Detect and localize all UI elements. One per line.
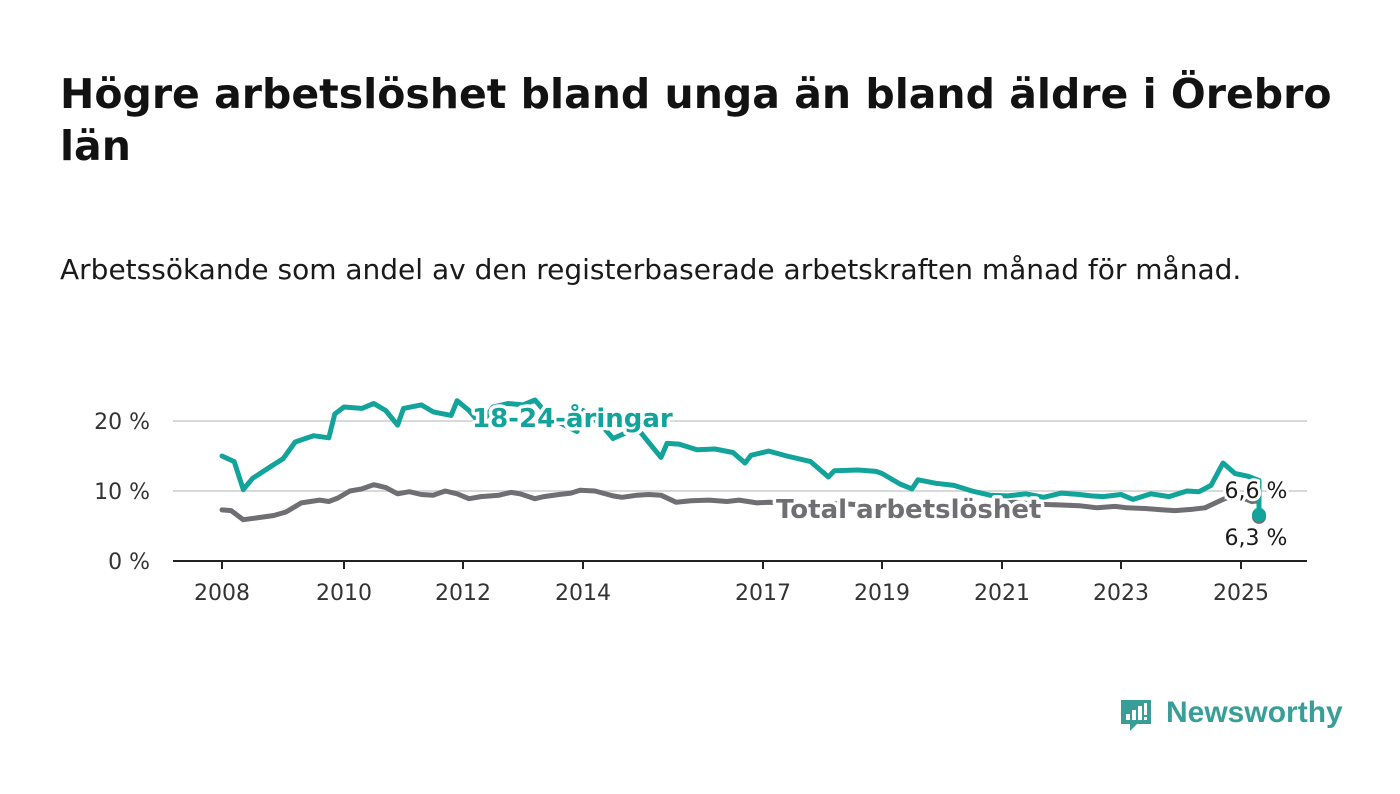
series-line-total (219, 482, 1262, 523)
x-tick-label: 2010 (316, 581, 372, 606)
chart-title: Högre arbetslöshet bland unga än bland ä… (60, 70, 1332, 170)
x-tick-label: 2021 (974, 581, 1030, 606)
x-tick-label: 2017 (735, 581, 791, 606)
chart-subtitle: Arbetssökande som andel av den registerb… (60, 253, 1242, 286)
x-tick-label: 2025 (1213, 581, 1269, 606)
end-value-youth: 6,6 % (1225, 479, 1288, 504)
line-chart: 0 % 10 % 20 % 2008 2010 2012 2014 2017 2019 2021 2… (94, 397, 1307, 607)
series-label-total: Total arbetslöshet (776, 495, 1041, 525)
end-value-total: 6,3 % (1225, 526, 1288, 551)
series-lines (219, 397, 1266, 524)
y-tick-label: 20 % (94, 410, 150, 435)
y-tick-label: 0 % (108, 550, 150, 575)
chart-labels: 0 % 10 % 20 % 2008 2010 2012 2014 2017 2019 2021 2… (94, 399, 1290, 607)
end-marker-youth (1252, 507, 1266, 522)
x-tick-label: 2014 (555, 581, 611, 606)
x-axis (173, 560, 1307, 569)
series-label-youth: 18-24-åringar (472, 402, 673, 434)
bar-chart-speech-bubble-icon (1121, 700, 1151, 731)
x-tick-label: 2019 (854, 581, 910, 606)
y-tick-label: 10 % (94, 480, 150, 505)
series-line-youth (219, 397, 1262, 518)
newsworthy-logo: Newsworthy (1118, 690, 1343, 736)
x-tick-label: 2008 (194, 581, 250, 606)
x-tick-label: 2012 (435, 581, 491, 606)
x-tick-label: 2023 (1093, 581, 1149, 606)
brand-name: Newsworthy (1166, 696, 1343, 729)
